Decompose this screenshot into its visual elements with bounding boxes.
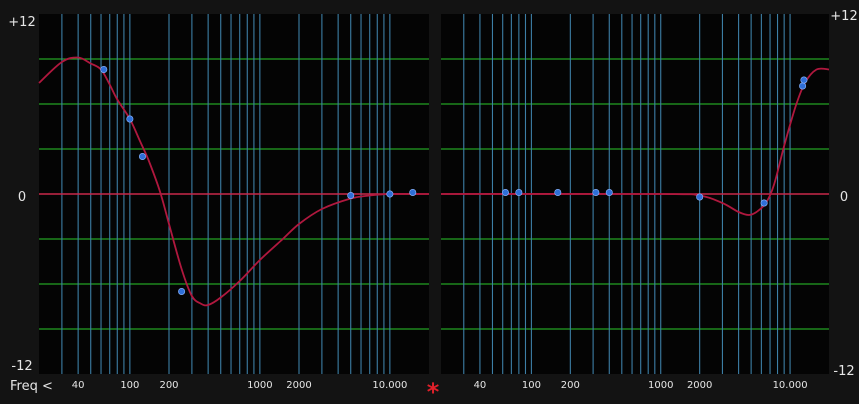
eq-band-node-4[interactable] xyxy=(592,189,600,197)
eq-band-node-4[interactable] xyxy=(178,287,186,295)
right-eq-panel[interactable]: 40 100 200 1000 2000 10.000 xyxy=(440,14,830,391)
freq-tick-label: 200 xyxy=(561,380,580,391)
eq-band-node-2[interactable] xyxy=(126,115,134,123)
eq-band-node-5[interactable] xyxy=(605,189,613,197)
freq-tick-label: 2000 xyxy=(286,380,311,391)
freq-toggle-button[interactable]: Freq < xyxy=(10,379,53,394)
freq-tick-label: 100 xyxy=(120,380,139,391)
freq-tick-label: 40 xyxy=(72,380,85,391)
eq-band-node-8[interactable] xyxy=(799,82,807,90)
freq-tick-label: 1000 xyxy=(247,380,272,391)
eq-band-node-3[interactable] xyxy=(138,153,146,161)
eq-band-node-7[interactable] xyxy=(760,199,768,207)
freq-tick-label: 10.000 xyxy=(773,380,808,391)
freq-tick-label: 40 xyxy=(474,380,487,391)
freq-tick-label: 10.000 xyxy=(372,380,407,391)
db-label-top-right: +12 xyxy=(830,9,857,24)
eq-band-node-6[interactable] xyxy=(386,190,394,198)
db-label-bottom-left: -12 xyxy=(11,359,32,374)
eq-band-node-5[interactable] xyxy=(347,192,355,200)
eq-band-node-3[interactable] xyxy=(554,189,562,197)
eq-band-node-2[interactable] xyxy=(515,189,523,197)
db-label-top-left: +12 xyxy=(8,15,35,30)
freq-tick-label: 200 xyxy=(159,380,178,391)
freq-tick-label: 100 xyxy=(522,380,541,391)
eq-band-node-7[interactable] xyxy=(409,189,417,197)
link-marker-icon[interactable]: * xyxy=(427,378,440,404)
freq-tick-label: 2000 xyxy=(687,380,712,391)
freq-tick-label: 1000 xyxy=(648,380,673,391)
left-eq-panel[interactable]: 40 100 200 1000 2000 10.000 xyxy=(38,14,430,391)
eq-band-node-1[interactable] xyxy=(501,189,509,197)
db-label-zero-left: 0 xyxy=(18,190,26,205)
eq-band-node-6[interactable] xyxy=(696,193,704,201)
db-label-zero-right: 0 xyxy=(840,190,848,205)
eq-band-node-1[interactable] xyxy=(100,66,108,74)
db-label-bottom-right: -12 xyxy=(833,364,854,379)
eq-band-node-9[interactable] xyxy=(800,76,808,84)
